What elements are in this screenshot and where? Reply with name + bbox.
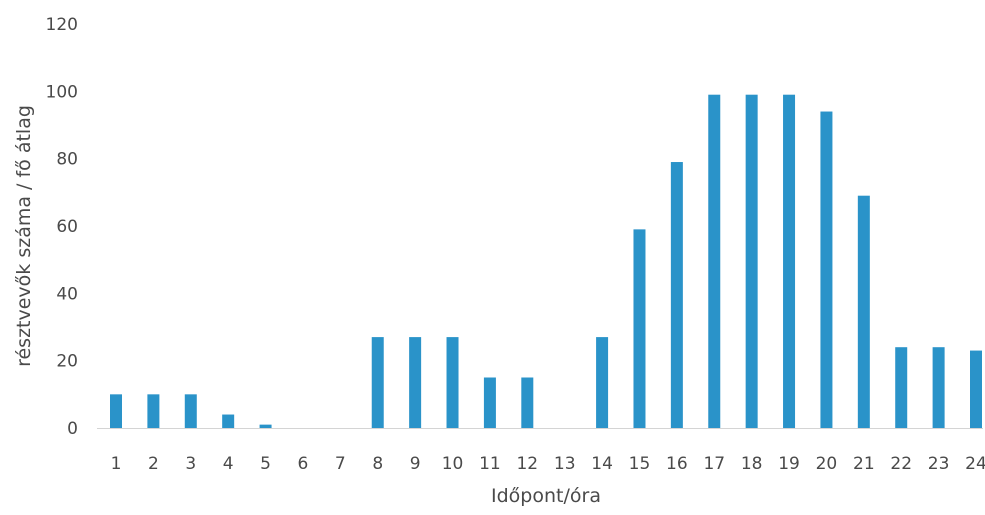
x-tick-label: 22	[890, 454, 912, 474]
x-tick-label: 16	[666, 454, 688, 474]
x-tick-label: 8	[372, 454, 383, 474]
bar-hour-15	[633, 229, 646, 428]
y-tick-label: 80	[56, 150, 78, 170]
bar-hour-19	[783, 94, 796, 428]
x-tick-label: 24	[965, 454, 985, 474]
y-axis-ticks: 0 20 40 60 80 100 120	[46, 15, 78, 439]
bar-hour-23	[932, 347, 945, 428]
x-tick-label: 21	[853, 454, 875, 474]
y-tick-label: 60	[56, 217, 78, 237]
x-tick-label: 15	[629, 454, 651, 474]
bar-hour-2	[147, 394, 160, 428]
x-tick-label: 23	[928, 454, 950, 474]
bar-hour-10	[446, 337, 459, 428]
x-tick-label: 4	[223, 454, 234, 474]
bar-hour-24	[970, 350, 982, 428]
bar-hour-3	[184, 394, 197, 428]
x-tick-label: 5	[260, 454, 271, 474]
y-tick-label: 20	[56, 352, 78, 372]
x-tick-label: 19	[778, 454, 800, 474]
x-tick-label: 14	[591, 454, 613, 474]
x-tick-label: 6	[298, 454, 309, 474]
bar-hour-14	[596, 337, 609, 428]
y-tick-label: 120	[46, 15, 78, 35]
x-axis-title: Időpont/óra	[491, 485, 601, 507]
x-tick-label: 9	[410, 454, 421, 474]
y-tick-label: 0	[67, 419, 78, 439]
x-tick-label: 12	[516, 454, 538, 474]
x-tick-label: 11	[479, 454, 501, 474]
x-tick-label: 17	[703, 454, 725, 474]
x-tick-label: 20	[816, 454, 838, 474]
x-tick-label: 7	[335, 454, 346, 474]
bar-hour-11	[483, 377, 496, 428]
bar-hour-12	[521, 377, 534, 428]
x-tick-label: 18	[741, 454, 763, 474]
bar-hour-17	[708, 94, 721, 428]
x-tick-label: 3	[185, 454, 196, 474]
x-tick-label: 10	[442, 454, 464, 474]
bar-hour-4	[222, 414, 235, 428]
bar-hour-16	[670, 162, 683, 429]
x-axis-ticks: 1 2 3 4 5 6 7 8 9 10 11 12 13 14 15 16 17 18 19 20 21 22 23 24	[111, 454, 985, 474]
bar-hour-20	[820, 111, 833, 429]
bar-hour-18	[745, 94, 758, 428]
x-tick-label: 13	[554, 454, 576, 474]
bar-hour-5	[259, 424, 272, 428]
bar-hour-1	[110, 394, 122, 428]
y-tick-label: 100	[46, 82, 78, 102]
bar-hour-8	[371, 337, 384, 428]
bar-hour-21	[857, 195, 870, 428]
bar-hour-9	[409, 337, 422, 428]
bar-hour-22	[895, 347, 908, 428]
x-tick-label: 1	[111, 454, 122, 474]
y-tick-label: 40	[56, 284, 78, 304]
x-tick-label: 2	[148, 454, 159, 474]
bars	[110, 94, 982, 429]
y-axis-title: résztvevők száma / fő átlag	[13, 105, 35, 367]
